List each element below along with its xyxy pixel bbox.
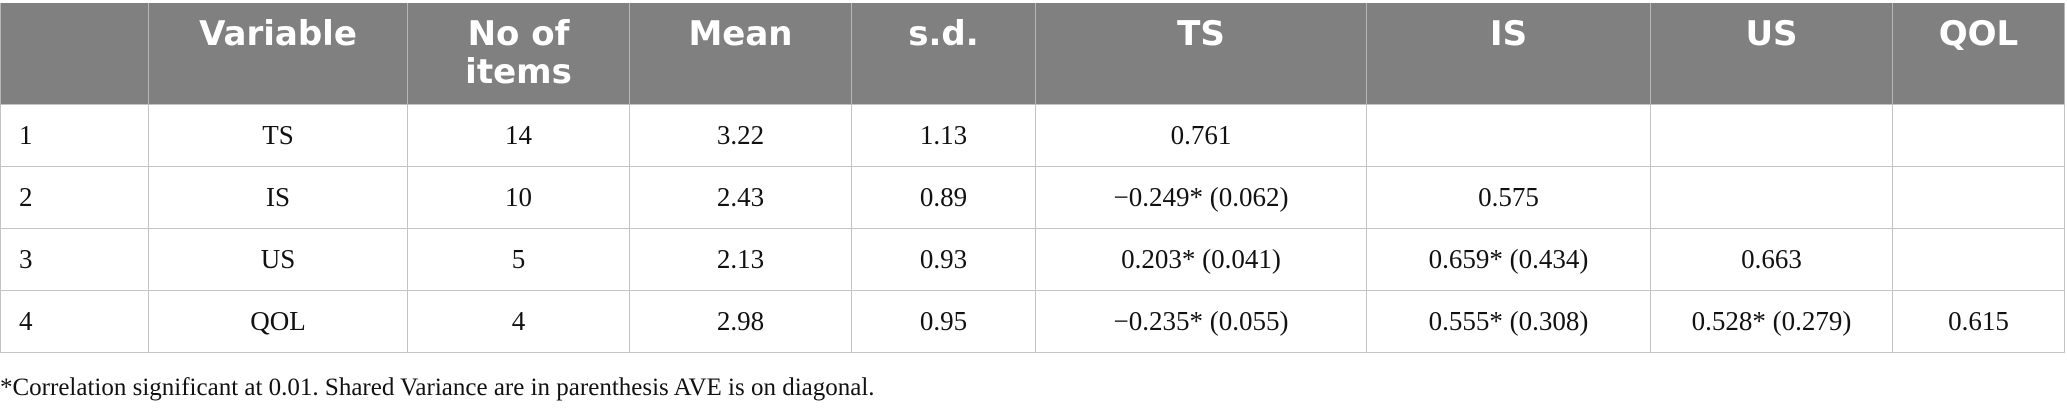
table-row: 4 QOL 4 2.98 0.95 −0.235* (0.055) 0.555*…	[0, 289, 2065, 353]
is-cell	[1366, 103, 1651, 167]
ts-cell: 0.203* (0.041)	[1035, 227, 1367, 291]
correlation-table-container: Variable No of items Mean s.d. TS IS US …	[0, 3, 2065, 353]
table-row: 3 US 5 2.13 0.93 0.203* (0.041) 0.659* (…	[0, 227, 2065, 291]
table-row: 2 IS 10 2.43 0.89 −0.249* (0.062) 0.575	[0, 165, 2065, 229]
items-cell: 4	[407, 289, 630, 353]
header-is: IS	[1366, 3, 1651, 104]
header-ts: TS	[1035, 3, 1367, 104]
items-cell: 5	[407, 227, 630, 291]
qol-cell: 0.615	[1892, 289, 2065, 353]
mean-cell: 2.13	[629, 227, 852, 291]
is-cell: 0.575	[1366, 165, 1651, 229]
sd-cell: 1.13	[851, 103, 1036, 167]
header-index	[0, 3, 149, 104]
mean-cell: 2.43	[629, 165, 852, 229]
header-qol: QOL	[1892, 3, 2065, 104]
variable-cell: TS	[148, 103, 408, 167]
table-row: 1 TS 14 3.22 1.13 0.761	[0, 103, 2065, 167]
us-cell	[1650, 165, 1893, 229]
is-cell: 0.659* (0.434)	[1366, 227, 1651, 291]
row-index: 3	[0, 227, 149, 291]
header-mean: Mean	[629, 3, 852, 104]
qol-cell	[1892, 103, 2065, 167]
us-cell: 0.528* (0.279)	[1650, 289, 1893, 353]
mean-cell: 2.98	[629, 289, 852, 353]
is-cell: 0.555* (0.308)	[1366, 289, 1651, 353]
sd-cell: 0.93	[851, 227, 1036, 291]
header-row: Variable No of items Mean s.d. TS IS US …	[0, 3, 2065, 104]
ts-cell: 0.761	[1035, 103, 1367, 167]
header-us: US	[1650, 3, 1893, 104]
variable-cell: IS	[148, 165, 408, 229]
header-sd: s.d.	[851, 3, 1036, 104]
us-cell	[1650, 103, 1893, 167]
items-cell: 10	[407, 165, 630, 229]
header-variable: Variable	[148, 3, 408, 104]
correlation-table: Variable No of items Mean s.d. TS IS US …	[0, 3, 2065, 353]
variable-cell: US	[148, 227, 408, 291]
ts-cell: −0.235* (0.055)	[1035, 289, 1367, 353]
ts-cell: −0.249* (0.062)	[1035, 165, 1367, 229]
us-cell: 0.663	[1650, 227, 1893, 291]
table-footnote: *Correlation significant at 0.01. Shared…	[0, 374, 875, 401]
row-index: 1	[0, 103, 149, 167]
header-no-of-items: No of items	[407, 3, 630, 104]
variable-cell: QOL	[148, 289, 408, 353]
sd-cell: 0.89	[851, 165, 1036, 229]
qol-cell	[1892, 165, 2065, 229]
items-cell: 14	[407, 103, 630, 167]
row-index: 4	[0, 289, 149, 353]
mean-cell: 3.22	[629, 103, 852, 167]
qol-cell	[1892, 227, 2065, 291]
row-index: 2	[0, 165, 149, 229]
sd-cell: 0.95	[851, 289, 1036, 353]
